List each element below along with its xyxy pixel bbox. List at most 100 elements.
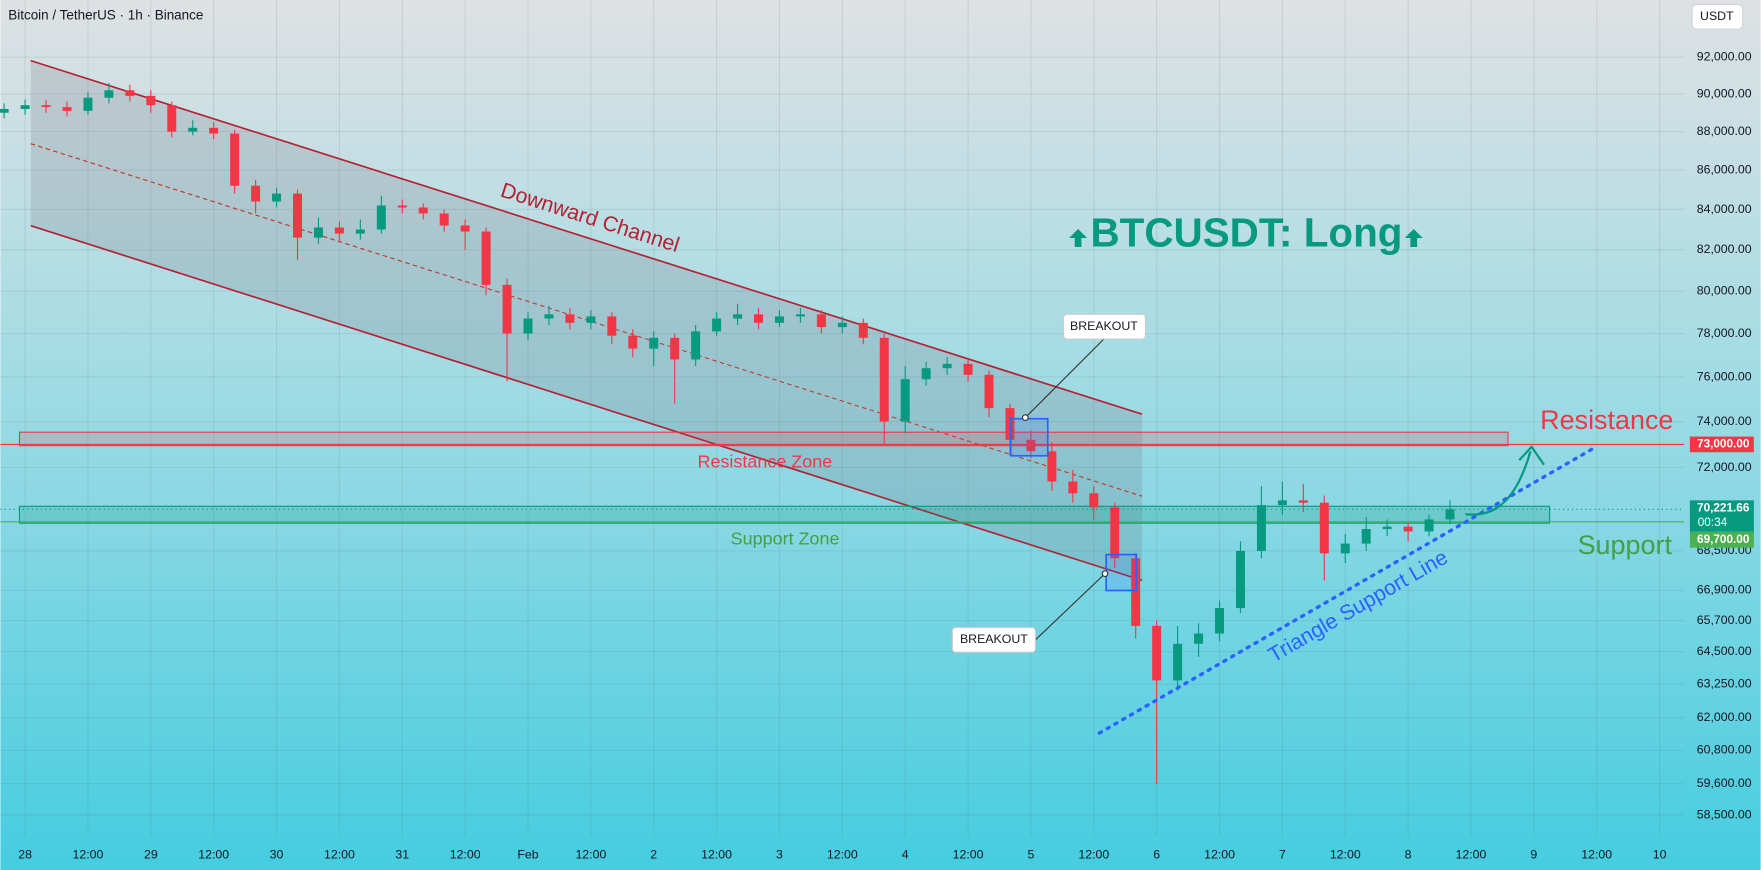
candle-body xyxy=(418,207,428,214)
axis-labels: 92,000.00 90,000.00 88,000.00 86,000.00 84,0… xyxy=(18,49,1754,862)
y-tick-label: 82,000.00 xyxy=(1697,242,1752,256)
y-tick-label: 74,000.00 xyxy=(1697,414,1752,428)
candle-body xyxy=(481,231,491,285)
callout-line xyxy=(1035,573,1106,641)
x-tick-label: 6 xyxy=(1153,848,1160,862)
y-tick-label: 58,500.00 xyxy=(1697,807,1752,821)
candle-body xyxy=(628,335,638,349)
y-tick-label: 72,000.00 xyxy=(1697,460,1752,474)
candle-body xyxy=(188,127,198,132)
y-tick-label: 63,250.00 xyxy=(1697,677,1752,691)
level-tag xyxy=(1689,436,1754,453)
candle-body xyxy=(921,368,931,380)
candle-body xyxy=(712,318,722,332)
candle-body xyxy=(1256,505,1266,551)
x-tick-label: 12:00 xyxy=(575,848,606,862)
callout-box xyxy=(951,626,1036,653)
y-tick-label: 84,000.00 xyxy=(1697,202,1752,216)
candle-body xyxy=(670,337,680,360)
levels xyxy=(0,443,1685,523)
up-icon xyxy=(1404,229,1423,247)
callout-box xyxy=(1062,313,1146,340)
candle-body xyxy=(0,108,9,113)
candle-body xyxy=(125,90,135,96)
candle-body xyxy=(1445,509,1455,520)
y-tick-label: 59,600.00 xyxy=(1697,776,1752,790)
x-tick-label: 12:00 xyxy=(1581,848,1612,862)
last-price-label: 70,221.66 xyxy=(1697,501,1750,514)
candle-body xyxy=(649,337,659,349)
x-tick-label: 12:00 xyxy=(324,848,355,862)
support-zone-label: Support Zone xyxy=(731,529,840,549)
x-tick-label: 31 xyxy=(395,848,409,862)
x-tick-label: 12:00 xyxy=(73,848,104,862)
resistance-label: Resistance xyxy=(1540,405,1673,435)
candle-body xyxy=(1424,519,1434,532)
candle-body xyxy=(1194,633,1204,644)
candle-body xyxy=(816,314,826,328)
y-tick-label: 64,500.00 xyxy=(1697,644,1752,658)
symbol-title: Bitcoin / TetherUS · 1h · Binance xyxy=(8,7,203,22)
x-tick-label: 3 xyxy=(776,848,783,862)
candle-body xyxy=(230,133,240,186)
candle-body xyxy=(397,205,407,208)
y-tick-label: 78,000.00 xyxy=(1697,326,1752,340)
breakout-box xyxy=(1009,417,1049,457)
candle-body xyxy=(942,363,952,369)
candle-body xyxy=(879,337,889,422)
candle-body xyxy=(984,374,994,409)
candle-body xyxy=(733,314,743,319)
candle-body xyxy=(251,185,261,202)
up-icon xyxy=(1069,229,1088,247)
currency-label[interactable]: USDT xyxy=(1700,9,1734,23)
x-tick-label: 7 xyxy=(1279,848,1286,862)
candle-body xyxy=(586,316,596,323)
callout-line xyxy=(1024,338,1105,418)
breakout-box xyxy=(1105,553,1138,592)
x-tick-label: Feb xyxy=(517,848,538,862)
x-tick-label: 9 xyxy=(1530,848,1537,862)
y-tick-label: 90,000.00 xyxy=(1697,86,1752,100)
level-tag-label: 73,000.00 xyxy=(1697,438,1750,451)
candle-body xyxy=(837,322,847,328)
candle-body xyxy=(1403,526,1413,532)
currency-button[interactable] xyxy=(1691,3,1744,30)
candle-body xyxy=(774,316,784,323)
y-tick-label: 60,800.00 xyxy=(1697,743,1752,757)
candle-body xyxy=(754,314,764,323)
candle-body xyxy=(146,95,156,106)
y-tick-label: 66,900.00 xyxy=(1697,583,1752,597)
resistance-zone-label: Resistance Zone xyxy=(698,451,833,471)
candle-body xyxy=(502,284,512,334)
x-tick-label: 12:00 xyxy=(953,848,984,862)
channel-upper xyxy=(30,59,1143,416)
x-tick-label: 12:00 xyxy=(1078,848,1109,862)
candle-body xyxy=(1298,500,1308,503)
candle-body xyxy=(1131,558,1141,626)
candle-body xyxy=(1277,500,1287,506)
candle-body xyxy=(565,314,575,323)
candle-body xyxy=(1152,625,1162,681)
x-tick-label: 10 xyxy=(1653,848,1667,862)
candle-body xyxy=(355,229,365,234)
candle-body xyxy=(1110,507,1120,559)
candle-body xyxy=(460,225,470,232)
candle-body xyxy=(858,322,868,338)
callout-dot xyxy=(1021,414,1029,421)
y-tick-label: 62,000.00 xyxy=(1697,710,1752,724)
candle-body xyxy=(20,105,30,109)
candle-body xyxy=(1382,526,1392,530)
candle-body xyxy=(376,205,386,230)
x-tick-label: 12:00 xyxy=(450,848,481,862)
level-tag xyxy=(1689,531,1754,548)
x-tick-label: 30 xyxy=(270,848,284,862)
x-tick-label: 12:00 xyxy=(1456,848,1487,862)
candle-body xyxy=(83,97,93,111)
candle-body xyxy=(523,318,533,334)
last-price-tag xyxy=(1689,500,1754,532)
candle-body xyxy=(272,193,282,202)
candle-body xyxy=(313,227,323,238)
y-tick-label: 76,000.00 xyxy=(1697,369,1752,383)
